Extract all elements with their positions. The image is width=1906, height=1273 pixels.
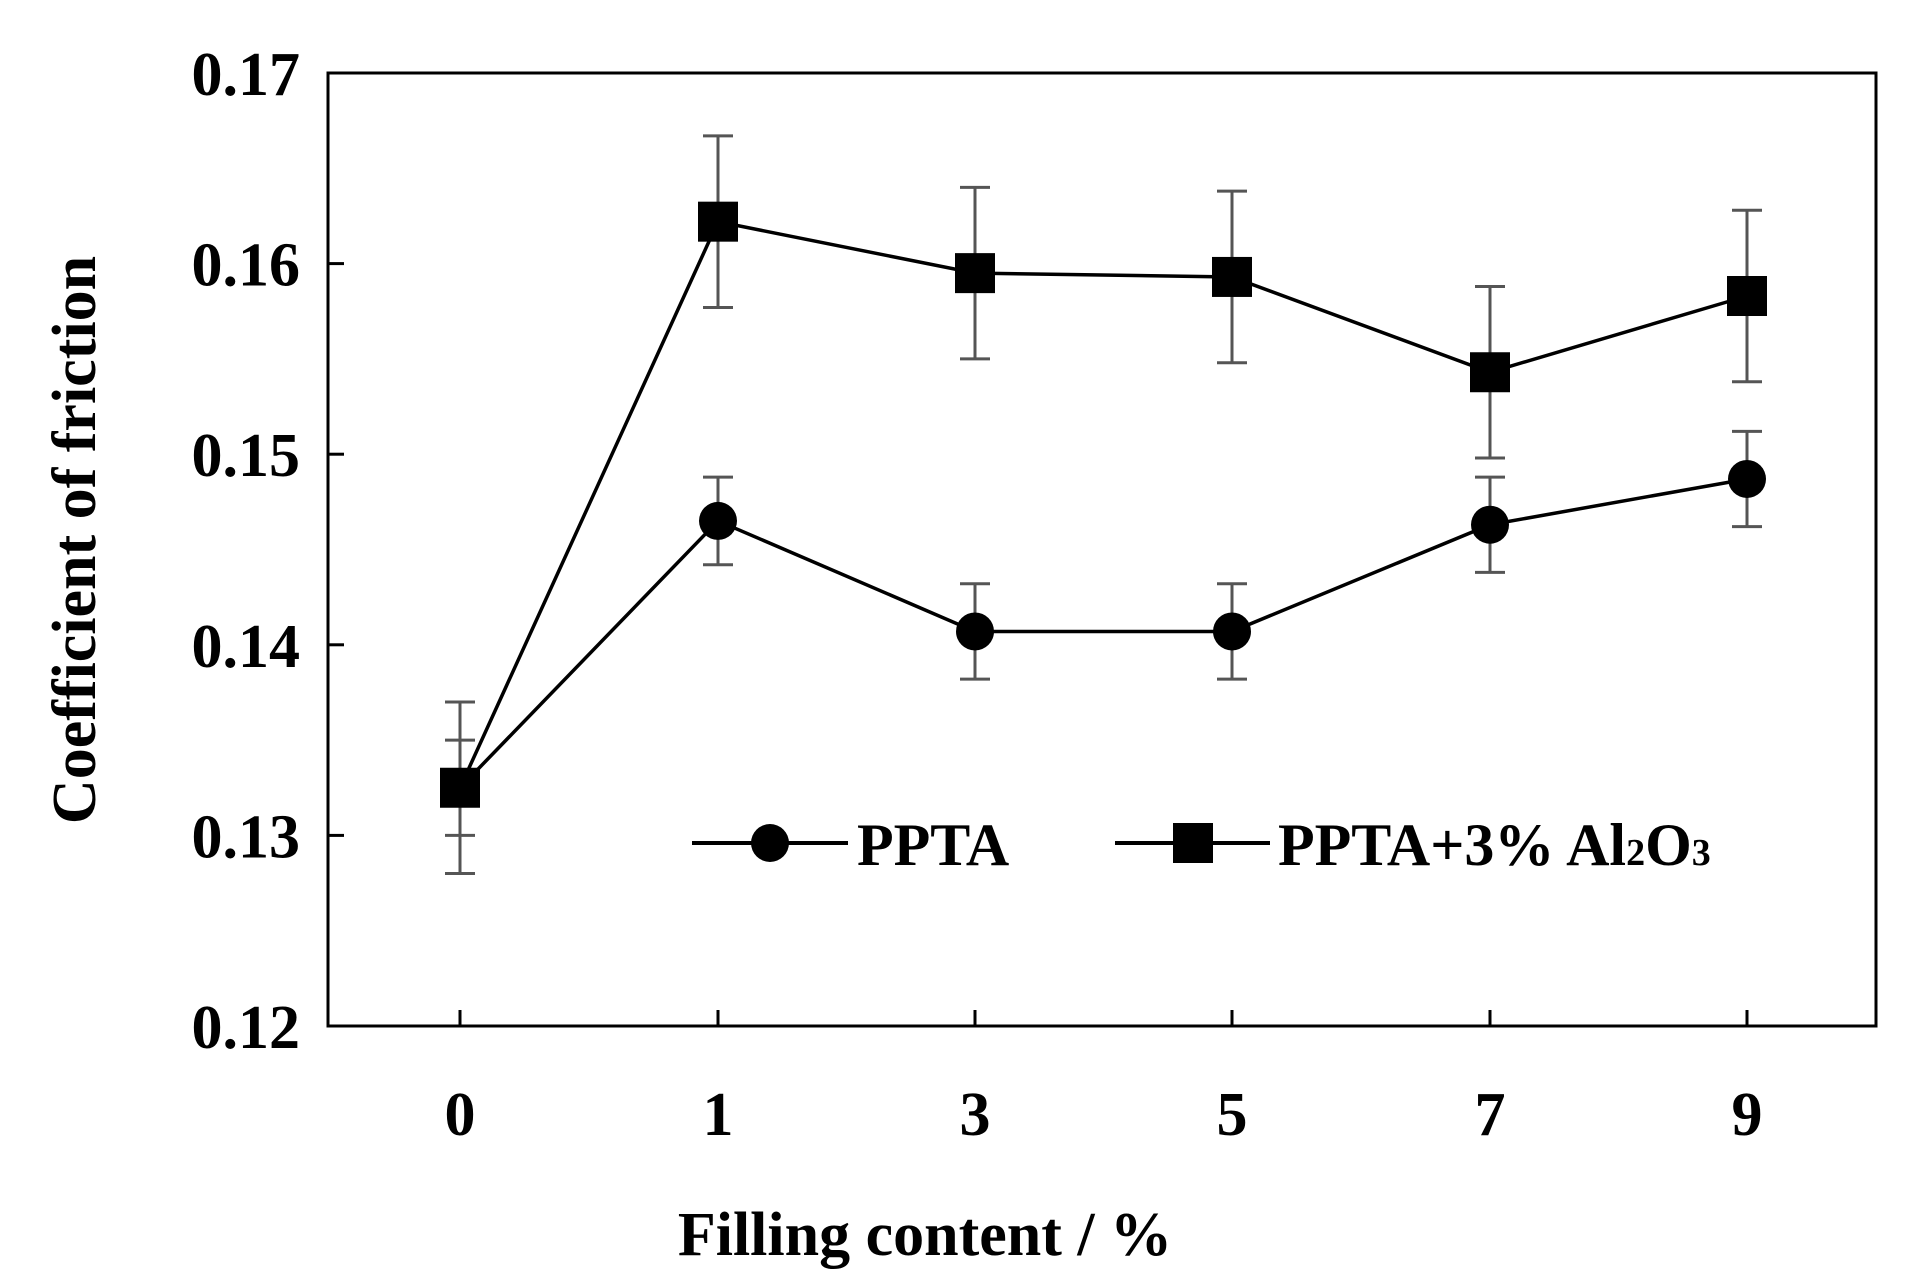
data-point-ppta bbox=[956, 612, 994, 651]
y-tick-label: 0.15 bbox=[192, 422, 301, 490]
error-bars bbox=[445, 134, 1762, 876]
legend-label-ppta: PPTA bbox=[857, 812, 1009, 878]
series-line-ppta-al2o3 bbox=[458, 219, 1748, 789]
legend-label-sub-3: 3 bbox=[1692, 832, 1711, 874]
series-lines bbox=[458, 219, 1748, 789]
data-point-ppta-al2o3 bbox=[440, 767, 480, 808]
x-tick-label: 7 bbox=[1475, 1081, 1506, 1149]
data-point-ppta-al2o3 bbox=[698, 201, 738, 242]
y-tick-label: 0.14 bbox=[192, 613, 301, 681]
x-tick-label: 3 bbox=[960, 1081, 991, 1149]
x-tick-label: 9 bbox=[1732, 1081, 1763, 1149]
legend-label-sub-2: 2 bbox=[1626, 832, 1645, 874]
x-tick-label: 0 bbox=[445, 1081, 476, 1149]
data-point-ppta-al2o3 bbox=[955, 253, 995, 294]
y-tick-label: 0.17 bbox=[192, 41, 301, 109]
legend-marker-circle bbox=[751, 824, 789, 862]
legend-label-part-main: PPTA+3% Al bbox=[1278, 812, 1626, 878]
x-axis: 0 1 3 5 7 9 bbox=[445, 1010, 1763, 1149]
legend-label-part-o: O bbox=[1645, 812, 1692, 878]
y-tick-label: 0.13 bbox=[192, 803, 301, 871]
data-point-ppta bbox=[699, 501, 737, 540]
y-tick-label: 0.16 bbox=[192, 232, 301, 300]
legend: PPTA PPTA+3% Al2O3 bbox=[692, 812, 1711, 878]
x-tick-label: 5 bbox=[1217, 1081, 1248, 1149]
series-line-ppta bbox=[458, 477, 1748, 789]
data-point-ppta-al2o3 bbox=[1470, 352, 1510, 393]
y-axis-title: Coefficient of friction bbox=[41, 256, 109, 824]
x-tick-label: 1 bbox=[703, 1081, 734, 1149]
data-point-ppta-al2o3 bbox=[1727, 276, 1767, 317]
y-tick-label: 0.12 bbox=[192, 994, 301, 1062]
series-markers bbox=[440, 201, 1767, 808]
data-point-ppta bbox=[1471, 505, 1509, 544]
data-point-ppta-al2o3 bbox=[1212, 256, 1252, 297]
x-axis-title: Filling content / % bbox=[678, 1201, 1172, 1269]
data-point-ppta bbox=[1728, 459, 1766, 498]
legend-label-ppta-al2o3: PPTA+3% Al2O3 bbox=[1278, 812, 1711, 878]
y-axis: 0.12 0.13 0.14 0.15 0.16 0.17 bbox=[192, 41, 344, 1062]
legend-marker-square bbox=[1173, 823, 1213, 863]
plot-frame bbox=[326, 71, 1878, 1028]
data-point-ppta bbox=[1213, 612, 1251, 651]
